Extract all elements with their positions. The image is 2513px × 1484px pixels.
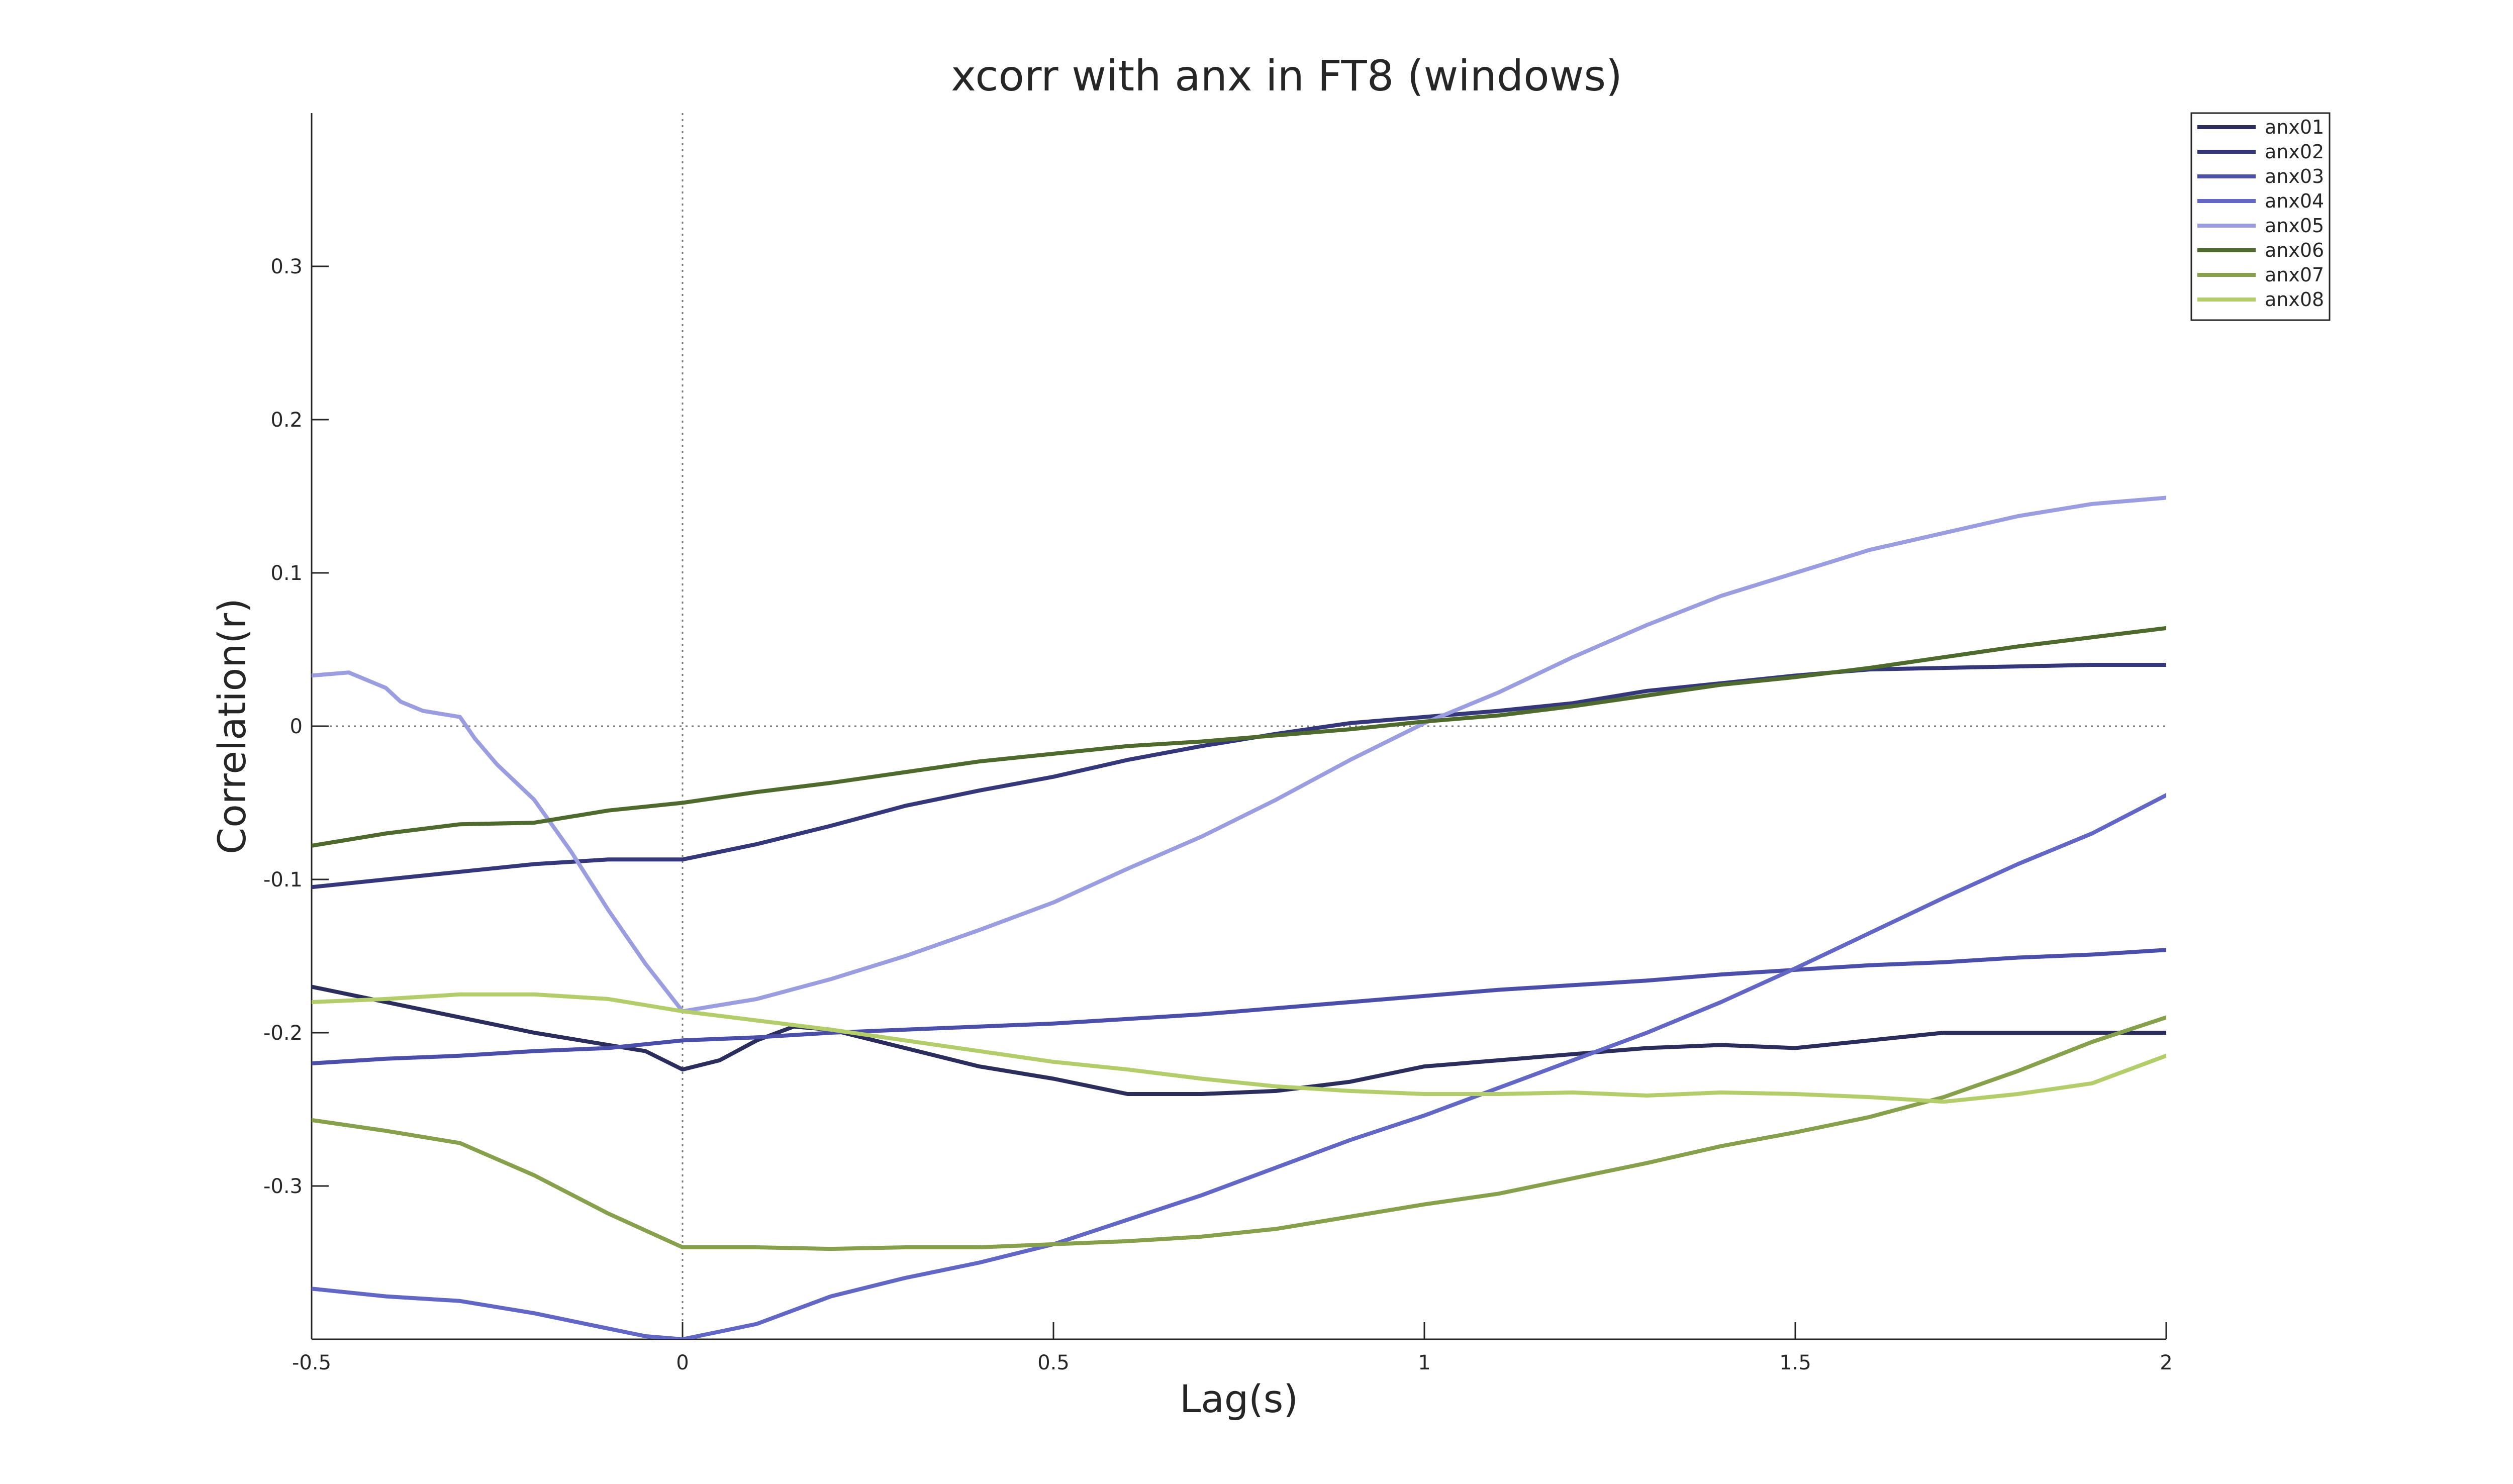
series-line-anx03 (312, 948, 2166, 1065)
series-line-anx04 (312, 793, 2166, 1339)
legend-label-anx07: anx07 (2265, 264, 2324, 286)
y-tick-label: -0.3 (263, 1175, 303, 1198)
series-line-anx01 (312, 984, 2166, 1096)
y-tick-label: -0.1 (263, 868, 303, 892)
legend-label-anx03: anx03 (2265, 165, 2324, 187)
y-tick-label: 0.3 (270, 255, 303, 278)
y-axis-ticks: -0.3 -0.2 -0.1 0 0.1 0.2 0.3 (263, 255, 329, 1198)
series-lines (312, 496, 2166, 1339)
x-tick-label: 1 (1418, 1351, 1430, 1374)
x-tick-label: -0.5 (292, 1351, 331, 1374)
x-axis-ticks: -0.5 0 0.5 1 1.5 2 (292, 1322, 2173, 1374)
series-line-anx06 (312, 626, 2166, 848)
y-tick-label: 0.2 (270, 409, 303, 432)
series-line-anx08 (312, 992, 2166, 1104)
legend-label-anx02: anx02 (2265, 141, 2324, 163)
legend-label-anx01: anx01 (2265, 116, 2324, 138)
series-line-anx07 (312, 1015, 2166, 1251)
legend-label-anx08: anx08 (2265, 288, 2324, 311)
legend-label-anx06: anx06 (2265, 239, 2324, 261)
legend-label-anx05: anx05 (2265, 215, 2324, 237)
y-tick-label: -0.2 (263, 1022, 303, 1045)
x-axis-label: Lag(s) (1180, 1376, 1298, 1421)
x-tick-label: 1.5 (1779, 1351, 1811, 1374)
x-tick-label: 2 (2160, 1351, 2172, 1374)
y-tick-label: 0.1 (270, 562, 303, 585)
x-tick-label: 0 (676, 1351, 689, 1374)
legend-label-anx04: anx04 (2265, 190, 2324, 212)
legend-box (2190, 112, 2331, 321)
y-axis-label: Correlation(r) (210, 598, 254, 854)
y-tick-label: 0 (290, 715, 303, 738)
series-line-anx05 (312, 496, 2166, 1014)
chart-title: xcorr with anx in FT8 (windows) (951, 51, 1622, 101)
reference-lines (312, 113, 2166, 1339)
x-tick-label: 0.5 (1037, 1351, 1070, 1374)
